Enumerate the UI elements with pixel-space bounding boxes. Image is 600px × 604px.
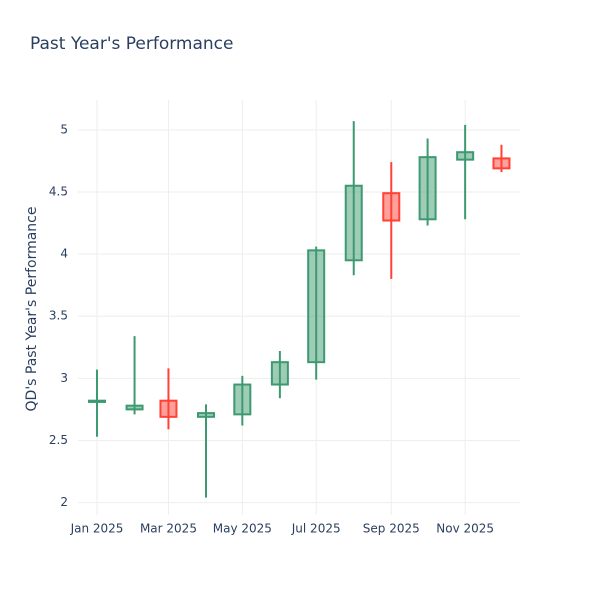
candle-body bbox=[125, 404, 144, 411]
candle-body bbox=[344, 184, 363, 262]
y-tick-label: 2 bbox=[60, 495, 68, 509]
candle-body bbox=[233, 383, 252, 416]
y-tick-label: 3.5 bbox=[49, 309, 68, 323]
x-tick-label: Sep 2025 bbox=[363, 522, 420, 536]
y-tick-label: 4.5 bbox=[49, 184, 68, 198]
candle-body bbox=[159, 399, 178, 418]
candle-body bbox=[492, 157, 511, 170]
candle-body bbox=[88, 399, 107, 403]
candle-body bbox=[307, 249, 326, 364]
candle-body bbox=[270, 361, 289, 386]
y-tick-label: 3 bbox=[60, 371, 68, 385]
candle-body bbox=[456, 151, 475, 161]
y-tick-label: 5 bbox=[60, 122, 68, 136]
x-tick-label: Jul 2025 bbox=[291, 522, 341, 536]
candle-body bbox=[196, 412, 215, 418]
y-axis-label: QD's Past Year's Performance bbox=[24, 207, 40, 412]
y-tick-label: 2.5 bbox=[49, 433, 68, 447]
x-tick-label: Nov 2025 bbox=[436, 522, 494, 536]
x-tick-label: Jan 2025 bbox=[70, 522, 124, 536]
chart-title: Past Year's Performance bbox=[30, 34, 234, 54]
x-tick-label: May 2025 bbox=[213, 522, 272, 536]
x-tick-label: Mar 2025 bbox=[140, 522, 197, 536]
y-tick-label: 4 bbox=[60, 247, 68, 261]
candle-body bbox=[382, 192, 401, 222]
candle-body bbox=[418, 156, 437, 221]
